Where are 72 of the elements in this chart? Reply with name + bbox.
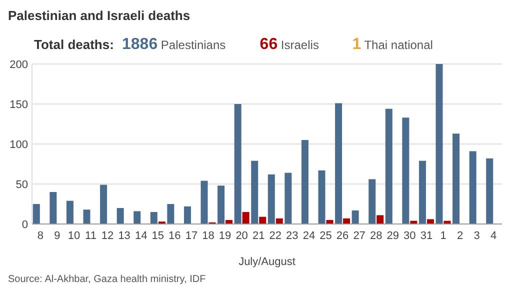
- x-axis-title: July/August: [238, 256, 296, 268]
- bar: [426, 219, 434, 224]
- legend-label: 1 Thai national: [352, 36, 433, 53]
- x-tick-label: 31: [420, 230, 433, 242]
- source-note: Source: Al-Akhbar, Gaza health ministry, IDF: [8, 274, 206, 285]
- bar: [116, 208, 124, 224]
- x-tick-label: 3: [474, 230, 480, 242]
- bar: [66, 200, 74, 224]
- bar: [376, 215, 384, 224]
- bar: [368, 179, 376, 224]
- bar: [352, 210, 359, 224]
- x-tick-label: 16: [168, 230, 181, 242]
- x-tick-label: 18: [202, 230, 214, 242]
- y-tick-label: 0: [22, 218, 28, 231]
- bar: [184, 206, 191, 224]
- x-tick-label: 11: [85, 230, 96, 242]
- bar: [134, 211, 141, 224]
- x-tick-label: 19: [218, 230, 232, 242]
- x-tick-label: 27: [353, 230, 366, 242]
- x-tick-label: 8: [37, 230, 44, 242]
- bar: [200, 180, 208, 224]
- x-tick-label: 15: [152, 230, 164, 242]
- text: 1886 Palestinians: [122, 36, 226, 53]
- bar: [486, 158, 494, 224]
- bar: [268, 174, 275, 224]
- x-tick-label: 20: [236, 230, 248, 242]
- x-tick-label: 14: [134, 230, 148, 242]
- legend-title: Total deaths:: [34, 37, 114, 52]
- text: 66 Israelis: [260, 36, 319, 53]
- bar: [234, 104, 242, 224]
- bar: [318, 170, 326, 224]
- x-tick-label: 26: [336, 230, 349, 242]
- x-tick-label: 30: [404, 230, 416, 242]
- bar: [436, 64, 443, 224]
- bar: [284, 172, 292, 224]
- x-tick-label: 17: [185, 230, 198, 242]
- bar: [385, 108, 392, 224]
- x-tick-label: 25: [320, 230, 332, 242]
- bar: [150, 212, 158, 224]
- bar: [167, 204, 174, 224]
- bar: [301, 140, 308, 224]
- bar: [402, 118, 410, 224]
- bar: [32, 204, 40, 224]
- bar: [335, 103, 342, 224]
- x-tick-label: 10: [68, 230, 80, 242]
- y-tick-label: 50: [16, 178, 28, 191]
- chart-title: Palestinian and Israeli deaths: [8, 8, 190, 23]
- x-tick-label: 29: [386, 230, 400, 242]
- bar: [259, 216, 266, 224]
- bar: [242, 212, 250, 224]
- y-tick-label: 100: [10, 138, 28, 151]
- x-tick-label: 9: [54, 230, 60, 242]
- x-tick-label: 1: [440, 230, 446, 242]
- x-tick-label: 21: [252, 230, 265, 242]
- bar: [251, 160, 258, 224]
- x-tick-label: 28: [370, 230, 382, 242]
- x-tick-label: 23: [286, 230, 298, 242]
- bar: [100, 184, 108, 224]
- bar: [469, 151, 476, 224]
- x-tick-label: 22: [269, 230, 282, 242]
- bar: [452, 134, 460, 224]
- x-tick-label: 24: [302, 230, 316, 242]
- bar: [218, 186, 225, 224]
- bar: [83, 210, 90, 224]
- y-tick-label: 200: [10, 58, 28, 71]
- x-tick-label: 2: [456, 230, 464, 242]
- bar: [418, 160, 426, 224]
- y-tick-label: 150: [10, 98, 28, 111]
- bar: [50, 192, 57, 224]
- x-tick-label: 13: [118, 230, 130, 242]
- x-tick-label: 12: [101, 230, 114, 242]
- x-tick-label: 4: [490, 230, 497, 242]
